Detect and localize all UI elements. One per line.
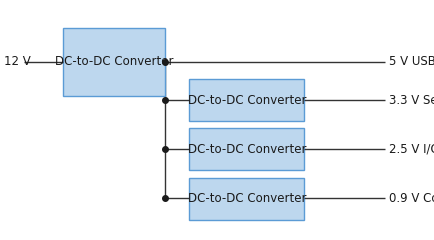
Text: 5 V USB: 5 V USB: [388, 55, 434, 68]
FancyBboxPatch shape: [189, 178, 304, 220]
Text: 2.5 V I/O: 2.5 V I/O: [388, 143, 434, 156]
Text: DC-to-DC Converter: DC-to-DC Converter: [187, 192, 306, 205]
Text: DC-to-DC Converter: DC-to-DC Converter: [187, 94, 306, 107]
FancyBboxPatch shape: [189, 128, 304, 170]
FancyBboxPatch shape: [189, 79, 304, 121]
Text: DC-to-DC Converter: DC-to-DC Converter: [187, 143, 306, 156]
FancyBboxPatch shape: [63, 28, 165, 96]
Text: DC-to-DC Converter: DC-to-DC Converter: [55, 55, 173, 68]
Text: 12 V: 12 V: [4, 55, 31, 68]
Text: 0.9 V Core: 0.9 V Core: [388, 192, 434, 205]
Text: 3.3 V Sensor: 3.3 V Sensor: [388, 94, 434, 107]
